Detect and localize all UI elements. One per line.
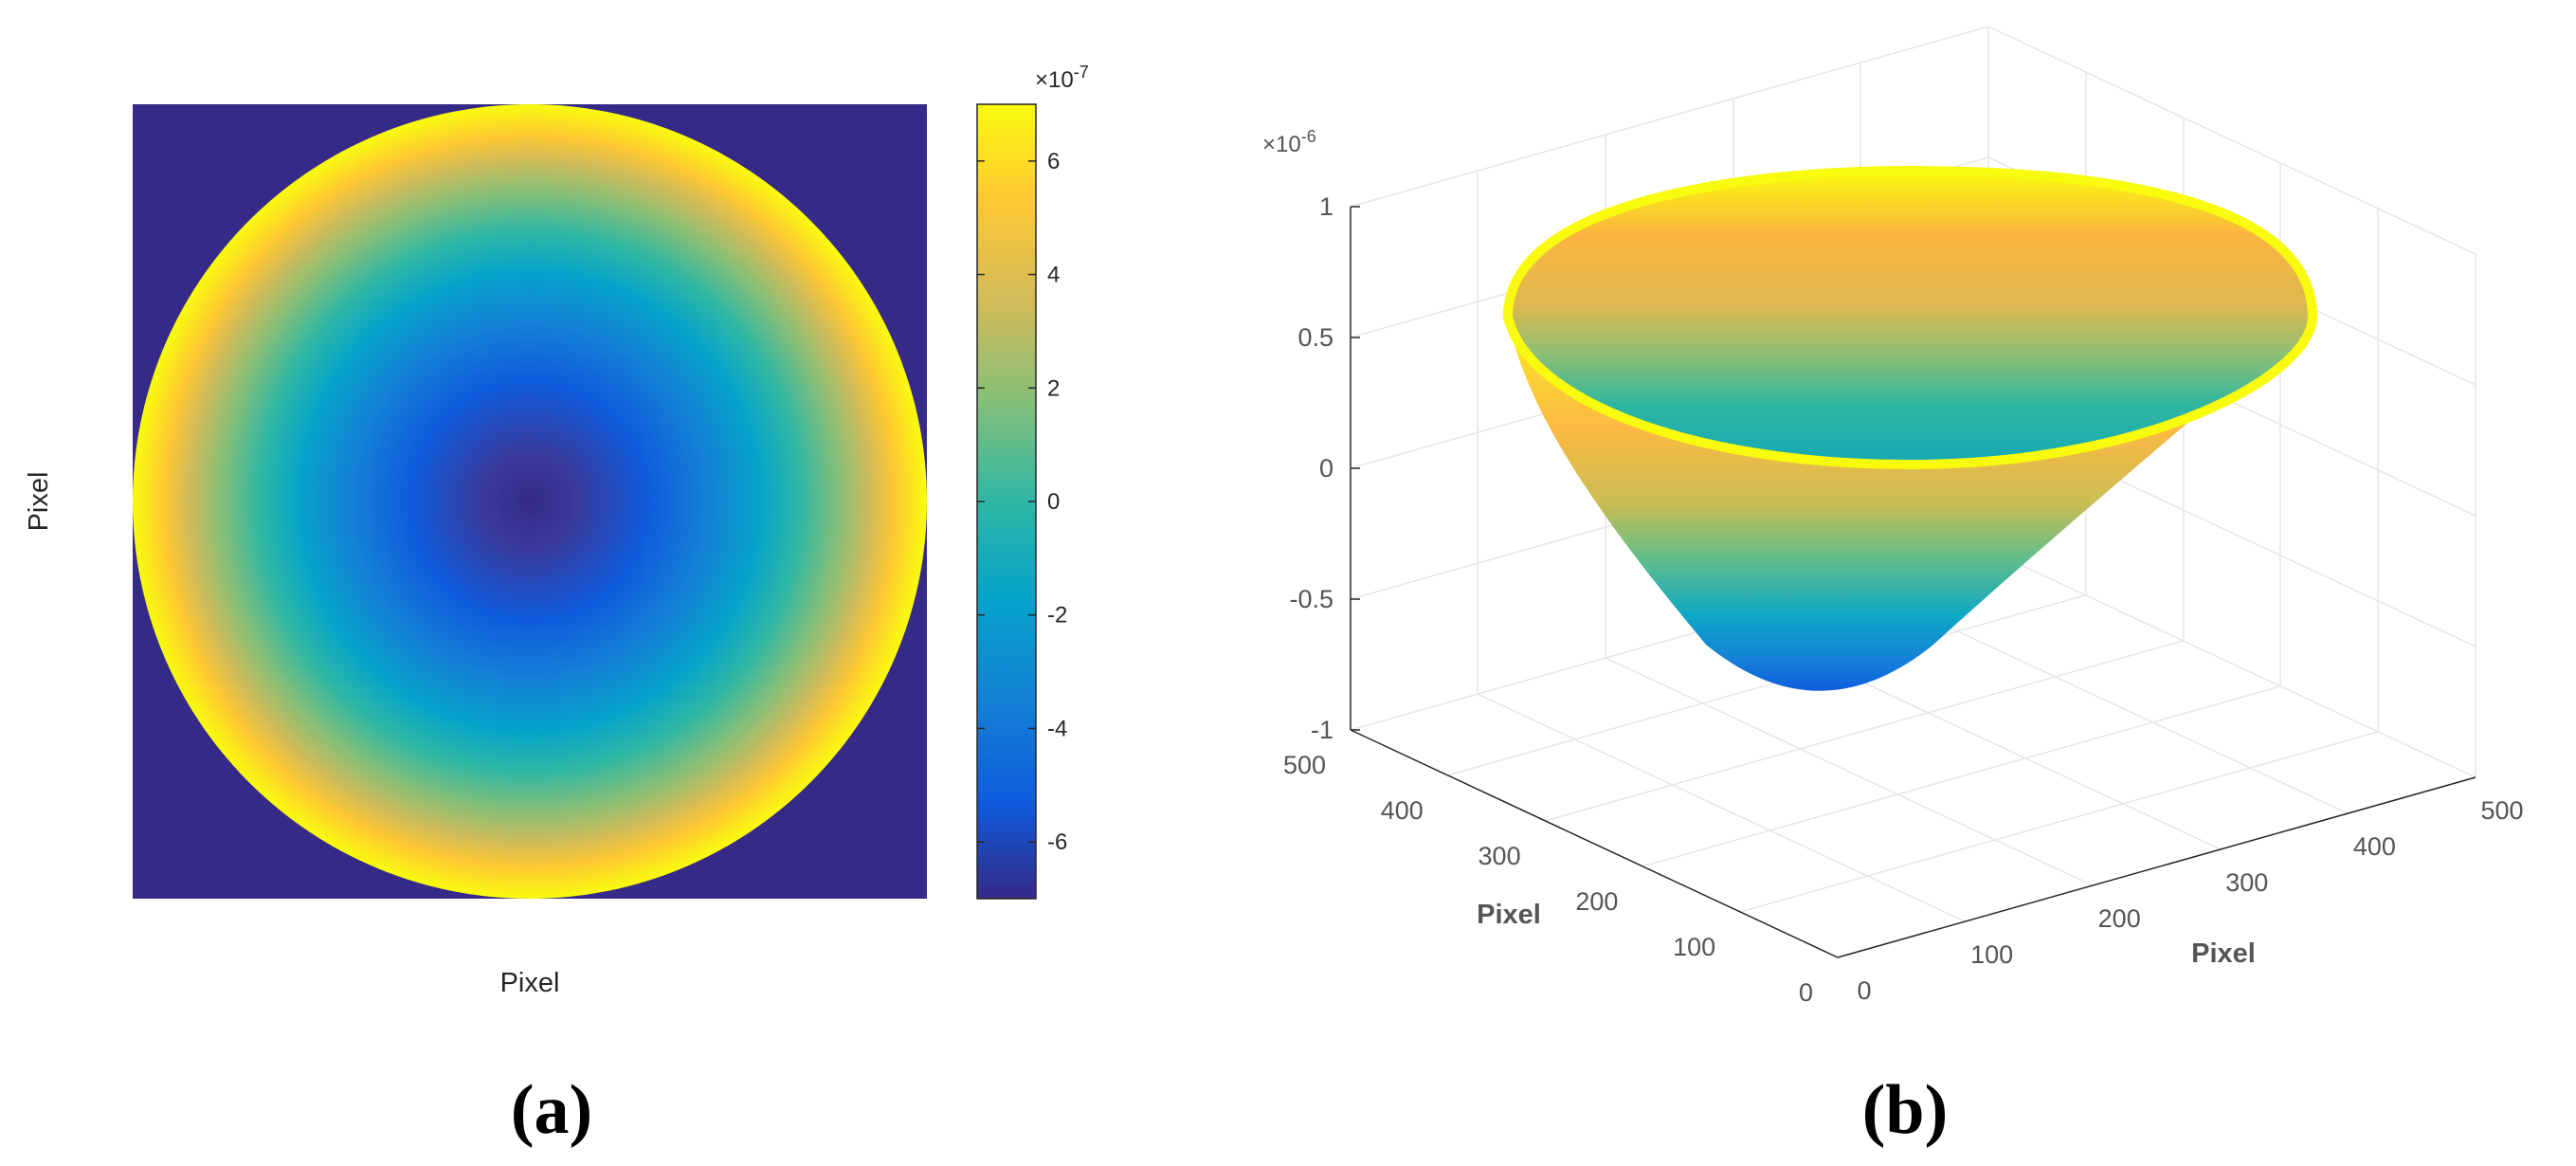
x-tick-label: 300 [2225, 868, 2268, 897]
y-tick-label: 100 [1673, 933, 1715, 961]
panel-b: 1 0.5 0 -0.5 -1 500 400 300 200 100 0 0 100 200 300 400… [1262, 26, 2524, 1149]
bowl-inner-surface [1508, 171, 2313, 465]
surface-bowl [1503, 165, 2317, 691]
z-tick-label: 1 [1319, 192, 1333, 221]
colorbar-tick-label: -6 [1047, 829, 1067, 855]
y-tick-label: 300 [1478, 842, 1521, 870]
z-tick-label: 0 [1319, 454, 1333, 483]
panel-label-b: (b) [1862, 1071, 1948, 1149]
panel-a: Pixel Pixel ×10-7 6 4 2 0 -2 -4 -6 (a) [24, 63, 1089, 1149]
x-tick-label: 400 [2353, 832, 2396, 861]
colorbar-ticks: 6 4 2 0 -2 -4 -6 [977, 149, 1067, 855]
y-tick-label: 400 [1381, 796, 1424, 825]
x-tick-label: 200 [2098, 904, 2141, 933]
x-tick-label: 500 [2480, 796, 2523, 825]
x-tick-label: 0 [1857, 976, 1871, 1005]
colorbar-gradient [976, 103, 1037, 900]
heatmap-xlabel: Pixel [500, 968, 560, 998]
heatmap-aperture [133, 104, 927, 899]
colorbar-tick-label: 6 [1047, 149, 1060, 174]
y-tick-label: 500 [1283, 751, 1326, 779]
colorbar-tick-label: 0 [1047, 489, 1060, 515]
y-tick-label: 200 [1575, 887, 1618, 916]
bowl-front-rim [1503, 315, 2317, 470]
z-exponent: ×10-6 [1262, 127, 1316, 157]
x-tick-label: 100 [1970, 940, 2013, 969]
y-tick-label: 0 [1799, 978, 1813, 1007]
colorbar-tick-label: 4 [1047, 263, 1060, 288]
colorbar-tick-label: -4 [1047, 716, 1067, 741]
heatmap-ylabel: Pixel [24, 472, 54, 532]
axes3d-ticks: 1 0.5 0 -0.5 -1 500 400 300 200 100 0 0 100 200 300 400… [1283, 192, 2524, 1007]
colorbar-tick-label: -2 [1047, 603, 1067, 629]
colorbar-tick-label: 2 [1047, 375, 1060, 401]
z-tick-label: -0.5 [1289, 585, 1333, 613]
z-tick-label: -1 [1311, 716, 1333, 744]
z-tick-label: 0.5 [1297, 323, 1333, 352]
surface-xlabel: Pixel [2191, 938, 2256, 969]
surface-ylabel: Pixel [1477, 900, 1541, 930]
panel-label-a: (a) [511, 1071, 592, 1149]
grid-floor [1350, 549, 2476, 922]
bowl-rim [1503, 165, 2317, 321]
colorbar-exponent: ×10-7 [1035, 63, 1089, 93]
colorbar: ×10-7 6 4 2 0 -2 -4 -6 [976, 63, 1089, 900]
